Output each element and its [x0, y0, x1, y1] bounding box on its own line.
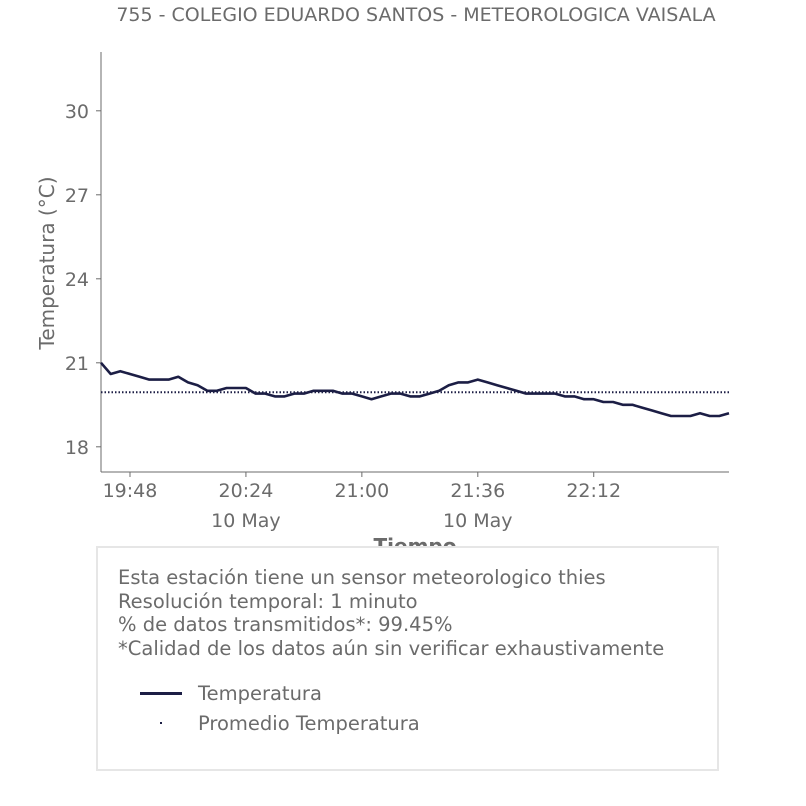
info-line-transmitted: % de datos transmitidos*: 99.45%: [118, 613, 453, 636]
x-tick-label: 21:36: [450, 480, 505, 502]
x-tick-date-label: 10 May: [211, 510, 281, 532]
y-tick-label: 18: [65, 437, 89, 459]
y-ticks: 18 21 24 27 30: [65, 101, 101, 459]
x-tick-label: 22:12: [566, 480, 621, 502]
y-tick-label: 27: [65, 185, 89, 207]
legend-dot-swatch: [138, 711, 184, 735]
chart-title: 755 - COLEGIO EDUARDO SANTOS - METEOROLO…: [116, 4, 715, 26]
series-layer: [100, 361, 730, 418]
x-tick-label: 19:48: [103, 480, 158, 502]
temperature-line: [100, 361, 730, 418]
y-axis-label: Temperatura (°C): [35, 176, 59, 350]
x-ticks: 19:48 20:24 10 May 21:00 21:36 10 May 22:12: [103, 472, 621, 532]
legend-label-temperatura: Temperatura: [198, 681, 322, 705]
info-line-resolution: Resolución temporal: 1 minuto: [118, 589, 418, 613]
plot-axes: [100, 52, 729, 473]
info-box: Esta estación tiene un sensor meteorolog…: [96, 546, 719, 771]
x-tick-date-label: 10 May: [443, 510, 513, 532]
info-line-sensor: Esta estación tiene un sensor meteorolog…: [118, 566, 606, 589]
info-line-quality: *Calidad de los datos aún sin verificar …: [118, 636, 665, 660]
y-tick-label: 24: [65, 269, 89, 291]
x-tick-label: 21:00: [334, 480, 389, 502]
legend-item-temperatura: Temperatura: [138, 681, 322, 705]
legend-item-promedio: Promedio Temperatura: [138, 711, 420, 735]
legend-label-promedio: Promedio Temperatura: [198, 711, 420, 735]
x-tick-label: 20:24: [219, 480, 274, 502]
legend-line-swatch: [138, 681, 184, 705]
station-info: Esta estación tiene un sensor meteorolog…: [118, 566, 664, 660]
y-tick-label: 30: [65, 101, 89, 123]
y-tick-label: 21: [65, 353, 89, 375]
